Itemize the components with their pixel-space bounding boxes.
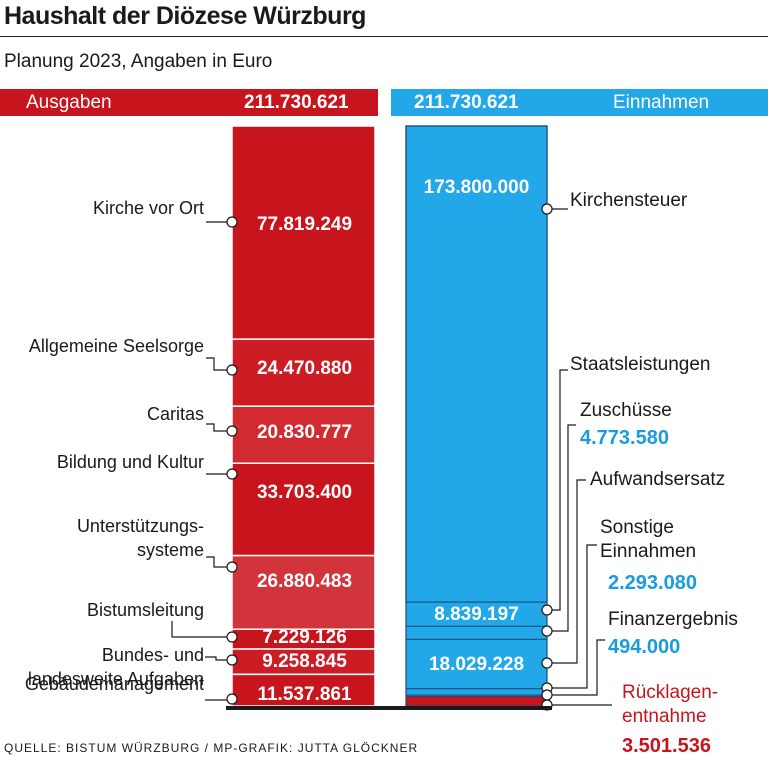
chart-subtitle: Planung 2023, Angaben in Euro — [4, 51, 273, 72]
expense-dot-caritas — [226, 425, 238, 437]
expense-label-kirche-vor-ort: Kirche vor Ort — [93, 198, 204, 218]
income-dot-aufwandsersatz — [541, 657, 553, 669]
income-external-value-ruecklagen-entnahme: 3.501.536 — [622, 735, 711, 757]
income-header-label: Einnahmen — [613, 92, 710, 113]
income-connector-aufwandsersatz — [547, 479, 586, 664]
income-dot-kirchensteuer — [541, 203, 553, 215]
expense-label-bundes-und-landesweite-aufgaben: Bundes- und landesweite Aufgaben — [28, 645, 204, 689]
expense-value-kirche-vor-ort: 77.819.249 — [257, 214, 352, 235]
income-header-total: 211.730.621 — [414, 92, 519, 113]
expense-value-caritas: 20.830.777 — [257, 422, 352, 443]
expense-value-allgemeine-seelsorge: 24.470.880 — [257, 358, 352, 379]
chart-title: Haushalt der Diözese Würzburg — [4, 2, 366, 30]
expense-label-allgemeine-seelsorge: Allgemeine Seelsorge — [29, 336, 204, 356]
expense-connector-allgemeine-seelsorge — [206, 357, 232, 371]
expense-segment-unterstuetzungs-systeme — [231, 554, 376, 630]
expense-label-bistumsleitung: Bistumsleitung — [87, 600, 204, 620]
income-external-value-finanzergebnis: 494.000 — [608, 636, 680, 658]
expenses-header-label: Ausgaben — [26, 92, 112, 113]
income-label-zuschuesse: Zuschüsse — [580, 400, 672, 421]
expense-dot-bildung-und-kultur — [226, 468, 238, 480]
income-value-staatsleistungen: 8.839.197 — [434, 604, 519, 625]
income-label-ruecklagen-entnahme: Rücklagen-entnahme — [622, 682, 718, 727]
income-connector-zuschuesse — [547, 424, 576, 632]
income-value-kirchensteuer: 173.800.000 — [424, 177, 530, 198]
expense-segment-bildung-und-kultur — [231, 462, 376, 557]
income-connector-staatsleistungen — [547, 369, 568, 611]
income-label-aufwandsersatz: Aufwandsersatz — [590, 469, 725, 490]
income-connector-sonstige-einnahmen — [547, 544, 597, 689]
expense-connector-bistumsleitung — [171, 621, 232, 638]
expense-label-gebaeudemanagement: Gebäudemanagement — [25, 674, 204, 694]
expense-label-bildung-und-kultur: Bildung und Kultur — [57, 452, 204, 472]
income-dot-zuschuesse — [541, 625, 553, 637]
expense-dot-gebaeudemanagement — [226, 693, 238, 705]
expense-dot-unterstuetzungs-systeme — [226, 561, 238, 573]
income-label-kirchensteuer: Kirchensteuer — [570, 190, 688, 211]
expense-value-bundes-und-landesweite-aufgaben: 9.258.845 — [262, 651, 347, 672]
income-connector-finanzergebnis — [547, 639, 605, 696]
expenses-header-total: 211.730.621 — [244, 92, 349, 113]
expense-label-unterstuetzungs-systeme: Unterstützungs-systeme — [77, 516, 204, 560]
income-dot-finanzergebnis — [541, 689, 553, 701]
expense-value-unterstuetzungs-systeme: 26.880.483 — [257, 571, 352, 592]
expense-label-caritas: Caritas — [147, 404, 204, 424]
income-label-staatsleistungen: Staatsleistungen — [570, 354, 711, 375]
income-segment-kirchensteuer — [405, 125, 548, 603]
expense-value-bildung-und-kultur: 33.703.400 — [257, 482, 352, 503]
expense-value-gebaeudemanagement: 11.537.861 — [257, 684, 351, 705]
expense-dot-kirche-vor-ort — [226, 216, 238, 228]
expense-connector-unterstuetzungs-systeme — [206, 556, 232, 568]
expense-dot-allgemeine-seelsorge — [226, 364, 238, 376]
title-divider — [0, 36, 768, 37]
expense-dot-bundes-und-landesweite-aufgaben — [226, 654, 238, 666]
income-header: 211.730.621 Einnahmen — [391, 89, 768, 116]
income-external-value-zuschuesse: 4.773.580 — [580, 427, 669, 449]
expense-value-bistumsleitung: 7.229.126 — [262, 627, 347, 648]
expense-connector-caritas — [206, 423, 232, 432]
income-segment-zuschuesse — [405, 625, 548, 640]
expense-connector-bundes-und-landesweite-aufgaben — [205, 656, 232, 661]
expense-dot-bistumsleitung — [226, 631, 238, 643]
expenses-header: Ausgaben 211.730.621 — [0, 89, 378, 116]
expense-segment-gebaeudemanagement — [231, 673, 376, 707]
income-dot-staatsleistungen — [541, 604, 553, 616]
income-label-finanzergebnis: Finanzergebnis — [608, 609, 738, 630]
income-segment-ruecklagen-entnahme — [405, 695, 548, 707]
income-segment-sonstige-einnahmen — [405, 688, 548, 696]
source-credit: QUELLE: BISTUM WÜRZBURG / MP-GRAFIK: JUT… — [4, 741, 419, 755]
income-label-sonstige-einnahmen: Sonstige Einnahmen — [600, 517, 696, 562]
income-value-aufwandsersatz: 18.029.228 — [429, 654, 524, 675]
income-external-value-sonstige-einnahmen: 2.293.080 — [608, 572, 697, 594]
